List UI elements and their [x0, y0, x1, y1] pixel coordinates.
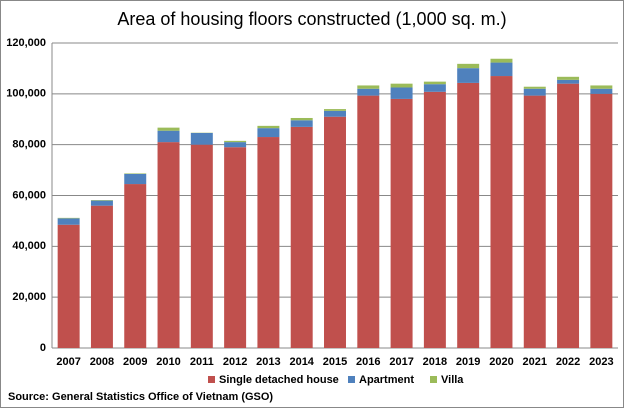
bar-segment	[590, 85, 612, 88]
bar-segment	[224, 142, 246, 147]
bar-segment	[257, 128, 279, 137]
y-tick-label: 60,000	[12, 189, 46, 201]
bar-segment	[457, 68, 479, 83]
y-tick-label: 80,000	[12, 139, 46, 151]
bar-segment	[224, 141, 246, 142]
bar-segment	[91, 200, 113, 201]
bar-segment	[490, 63, 512, 76]
x-tick-label: 2015	[323, 356, 347, 368]
x-tick-label: 2019	[456, 356, 480, 368]
legend-swatch	[430, 376, 437, 383]
legend-label: Single detached house	[219, 374, 339, 386]
bar-segment	[257, 126, 279, 128]
x-tick-label: 2008	[90, 356, 114, 368]
bar-segment	[424, 84, 446, 92]
y-tick-label: 0	[40, 342, 46, 354]
x-tick-label: 2007	[56, 356, 80, 368]
bar-segment	[58, 218, 80, 224]
bar-segment	[424, 92, 446, 348]
x-tick-label: 2010	[156, 356, 180, 368]
bar-segment	[324, 109, 346, 111]
bar-segment	[58, 225, 80, 348]
x-tick-label: 2021	[523, 356, 547, 368]
bar-segment	[357, 85, 379, 88]
y-tick-label: 120,000	[6, 37, 46, 49]
bar-segment	[457, 83, 479, 348]
x-tick-label: 2009	[123, 356, 147, 368]
x-tick-label: 2013	[256, 356, 280, 368]
x-tick-label: 2022	[556, 356, 580, 368]
y-tick-label: 100,000	[6, 88, 46, 100]
bar-segment	[391, 99, 413, 348]
bar-segment	[124, 184, 146, 348]
bar-segment	[557, 84, 579, 348]
legend-swatch	[208, 376, 215, 383]
chart-title: Area of housing floors constructed (1,00…	[117, 9, 506, 29]
bar-segment	[524, 96, 546, 348]
x-tick-label: 2012	[223, 356, 247, 368]
x-tick-label: 2023	[589, 356, 613, 368]
legend-swatch	[348, 376, 355, 383]
legend-label: Apartment	[359, 374, 414, 386]
bar-segment	[490, 59, 512, 63]
bar-segment	[191, 133, 213, 145]
bar-segment	[590, 94, 612, 348]
bar-segment	[391, 84, 413, 88]
bar-segment	[158, 142, 180, 348]
bar-segment	[224, 147, 246, 348]
bar-segment	[191, 145, 213, 348]
source: Source: General Statistics Office of Vie…	[8, 391, 273, 403]
bar-segment	[58, 218, 80, 219]
bar-segment	[91, 206, 113, 348]
x-tick-label: 2020	[489, 356, 513, 368]
y-tick-label: 20,000	[12, 291, 46, 303]
y-tick-label: 40,000	[12, 240, 46, 252]
bar-segment	[158, 128, 180, 131]
bar-segment	[291, 127, 313, 348]
x-tick-label: 2016	[356, 356, 380, 368]
bar-segment	[557, 77, 579, 80]
bar-segment	[524, 89, 546, 96]
bar-segment	[291, 120, 313, 127]
x-tick-label: 2018	[423, 356, 447, 368]
bar-segment	[391, 87, 413, 98]
x-tick-label: 2017	[389, 356, 413, 368]
bar-segment	[357, 89, 379, 96]
bar-segment	[291, 118, 313, 120]
bar-segment	[524, 87, 546, 89]
bar-segment	[457, 64, 479, 68]
bar-segment	[557, 80, 579, 84]
bar-segment	[324, 117, 346, 348]
bar-segment	[424, 82, 446, 85]
bar-segment	[124, 174, 146, 184]
bar-segment	[91, 201, 113, 206]
bar-segment	[158, 131, 180, 142]
legend-label: Villa	[441, 374, 464, 386]
bar-segment	[490, 76, 512, 348]
bar-segment	[124, 173, 146, 174]
bar-segment	[357, 96, 379, 348]
bar-segment	[257, 137, 279, 348]
x-tick-label: 2011	[190, 356, 214, 368]
bar-segment	[590, 89, 612, 94]
bar-segment	[324, 111, 346, 117]
x-tick-label: 2014	[289, 356, 314, 368]
